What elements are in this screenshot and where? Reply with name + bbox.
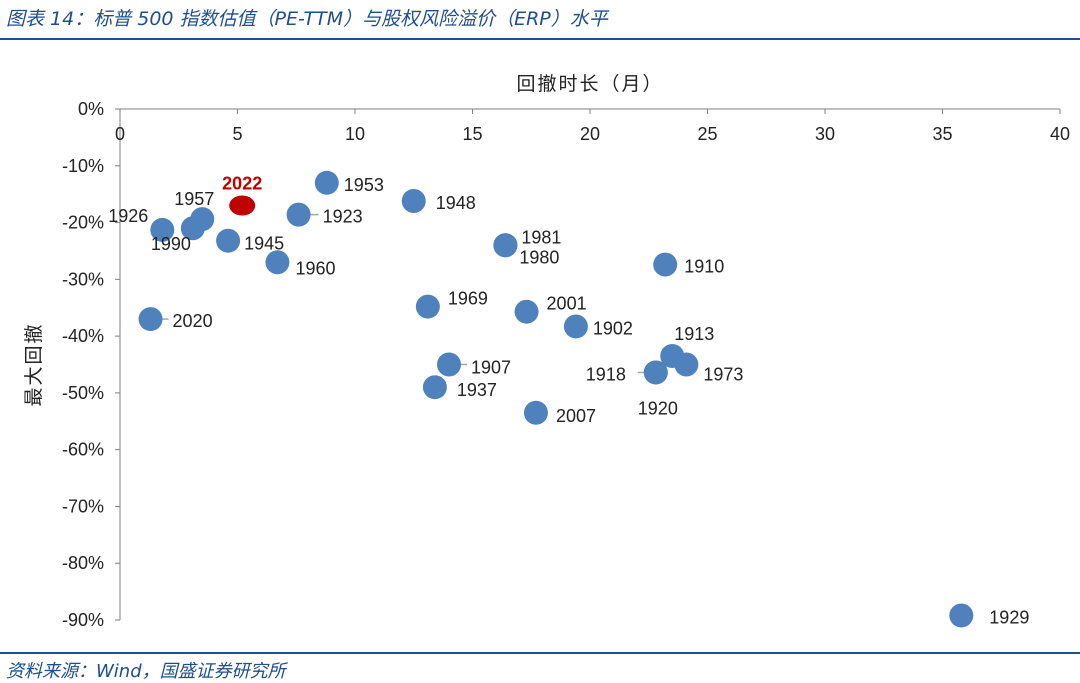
y-tick-label: -90% xyxy=(62,610,104,630)
source-note: 资料来源：Wind，国盛证券研究所 xyxy=(6,661,286,682)
y-tick-label: -80% xyxy=(62,553,104,573)
point-1945 xyxy=(216,228,241,253)
point-label-2022: 2022 xyxy=(222,174,262,194)
point-1926 xyxy=(150,217,175,242)
point-2020 xyxy=(138,307,163,332)
x-tick-label: 15 xyxy=(462,124,482,144)
point-label-1945: 1945 xyxy=(244,234,284,254)
point-label-1907: 1907 xyxy=(471,358,511,378)
y-tick-label: -30% xyxy=(62,269,104,289)
point-1957 xyxy=(190,207,215,232)
x-tick-label: 40 xyxy=(1050,124,1070,144)
point-label-1910: 1910 xyxy=(684,257,724,277)
point-2022 xyxy=(229,195,256,216)
x-tick-label: 5 xyxy=(232,124,242,144)
figure-title: 图表 14：标普 500 指数估值（PE-TTM）与股权风险溢价（ERP）水平 xyxy=(6,8,608,30)
point-1980 xyxy=(493,233,518,258)
point-label-1929: 1929 xyxy=(989,607,1029,627)
point-1929 xyxy=(949,603,974,628)
point-1920 xyxy=(643,360,668,385)
point-label-1957: 1957 xyxy=(174,189,214,209)
x-tick-label: 10 xyxy=(345,124,365,144)
x-tick-label: 20 xyxy=(580,124,600,144)
point-label-2001: 2001 xyxy=(547,294,587,314)
point-label-1969: 1969 xyxy=(448,289,488,309)
point-label-1923: 1923 xyxy=(323,207,363,227)
point-2001 xyxy=(514,299,539,324)
y-tick-label: -40% xyxy=(62,326,104,346)
y-tick-label: 0% xyxy=(78,99,104,119)
point-1907 xyxy=(437,352,461,377)
point-1937 xyxy=(422,375,447,400)
point-label-1920: 1920 xyxy=(638,398,678,418)
point-1923 xyxy=(286,202,311,227)
point-label-1953: 1953 xyxy=(344,175,384,195)
y-axis-title: 最大回撤 xyxy=(23,322,45,406)
point-label-1973: 1973 xyxy=(703,365,743,385)
figure-header: 图表 14：标普 500 指数估值（PE-TTM）与股权风险溢价（ERP）水平 xyxy=(0,0,1080,40)
point-1910 xyxy=(653,252,678,277)
point-1969 xyxy=(415,294,440,319)
point-label-1960: 1960 xyxy=(295,258,335,278)
y-tick-label: -20% xyxy=(62,213,104,233)
x-tick-label: 25 xyxy=(697,124,717,144)
point-label-1902: 1902 xyxy=(593,318,633,338)
x-axis-title: 回撤时长（月） xyxy=(516,73,663,95)
point-1948 xyxy=(401,188,426,213)
point-label-1948: 1948 xyxy=(436,193,476,213)
x-tick-label: 35 xyxy=(932,124,952,144)
point-label-2007: 2007 xyxy=(556,406,596,426)
figure-footer: 资料来源：Wind，国盛证券研究所 xyxy=(0,652,1080,683)
y-tick-label: -50% xyxy=(62,383,104,403)
x-tick-label: 30 xyxy=(815,124,835,144)
point-label-1980: 1980 xyxy=(519,247,559,267)
y-tick-label: -70% xyxy=(62,496,104,516)
point-label-1918: 1918 xyxy=(586,364,626,384)
x-tick-label: 0 xyxy=(115,124,125,144)
y-tick-label: -60% xyxy=(62,440,104,460)
scatter-chart: 0 5 10 15 20 25 30 35 40 0% -10% -20% -30% -40% -50% -6… xyxy=(23,73,1070,630)
point-label-2020: 2020 xyxy=(173,311,213,331)
point-label-1926: 1926 xyxy=(108,206,148,226)
point-1960 xyxy=(265,250,290,275)
y-tick-label: -10% xyxy=(62,156,104,176)
point-label-1981: 1981 xyxy=(521,227,561,247)
point-1902 xyxy=(563,314,588,339)
point-label-1990: 1990 xyxy=(151,234,191,254)
point-1973 xyxy=(674,352,699,377)
point-2007 xyxy=(523,400,548,425)
point-label-1937: 1937 xyxy=(457,380,497,400)
point-1953 xyxy=(314,170,339,195)
point-label-1913: 1913 xyxy=(674,324,714,344)
